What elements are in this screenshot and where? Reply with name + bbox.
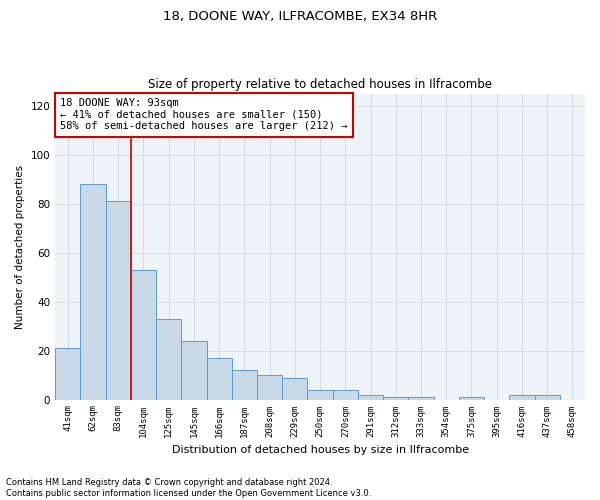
Bar bbox=[383, 397, 409, 400]
Bar bbox=[535, 394, 560, 400]
Text: 18 DOONE WAY: 93sqm
← 41% of detached houses are smaller (150)
58% of semi-detac: 18 DOONE WAY: 93sqm ← 41% of detached ho… bbox=[61, 98, 348, 132]
Bar bbox=[55, 348, 80, 400]
Bar bbox=[181, 341, 206, 400]
Bar bbox=[409, 397, 434, 400]
Bar bbox=[156, 319, 181, 400]
Bar bbox=[80, 184, 106, 400]
Bar bbox=[459, 397, 484, 400]
Bar bbox=[332, 390, 358, 400]
Bar bbox=[509, 394, 535, 400]
Bar bbox=[232, 370, 257, 400]
Text: Contains HM Land Registry data © Crown copyright and database right 2024.
Contai: Contains HM Land Registry data © Crown c… bbox=[6, 478, 371, 498]
Bar bbox=[257, 375, 282, 400]
Title: Size of property relative to detached houses in Ilfracombe: Size of property relative to detached ho… bbox=[148, 78, 492, 91]
Bar bbox=[106, 202, 131, 400]
Bar bbox=[206, 358, 232, 400]
Bar bbox=[358, 394, 383, 400]
Bar bbox=[131, 270, 156, 400]
Bar bbox=[307, 390, 332, 400]
Bar bbox=[282, 378, 307, 400]
Text: 18, DOONE WAY, ILFRACOMBE, EX34 8HR: 18, DOONE WAY, ILFRACOMBE, EX34 8HR bbox=[163, 10, 437, 23]
Y-axis label: Number of detached properties: Number of detached properties bbox=[15, 164, 25, 328]
X-axis label: Distribution of detached houses by size in Ilfracombe: Distribution of detached houses by size … bbox=[172, 445, 469, 455]
